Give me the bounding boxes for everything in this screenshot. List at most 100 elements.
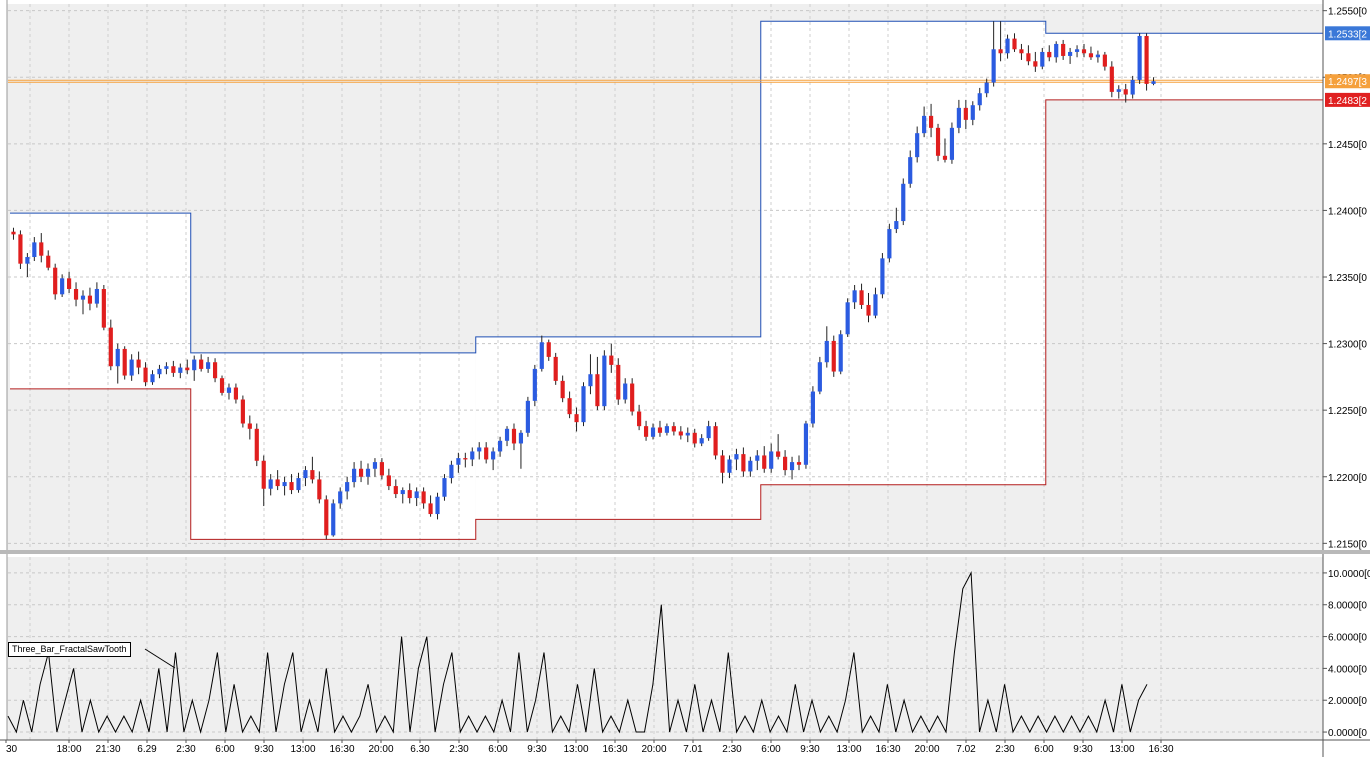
candle	[1130, 75, 1135, 99]
indicator-label: Three_Bar_FractalSawTooth	[8, 642, 131, 657]
candle-body	[1109, 66, 1114, 92]
candle	[525, 396, 530, 437]
candle	[755, 450, 760, 471]
candle	[567, 391, 572, 419]
candle	[1144, 33, 1149, 91]
candle	[1109, 61, 1114, 98]
candle	[1095, 50, 1100, 63]
candle-body	[831, 340, 836, 372]
candle-body	[296, 478, 301, 491]
candle-body	[219, 378, 225, 393]
candles	[11, 21, 1156, 540]
channel-box	[10, 213, 191, 389]
candle	[233, 383, 239, 404]
candle-body	[664, 426, 670, 433]
time-tick-label: 13:00	[563, 744, 588, 755]
candle-body	[727, 459, 732, 473]
candle	[650, 423, 656, 440]
candle	[817, 356, 822, 395]
candle-body	[115, 348, 120, 367]
candle	[852, 284, 857, 309]
candle-body	[942, 155, 948, 160]
candle	[894, 207, 899, 234]
candle-body	[894, 221, 899, 230]
candle	[484, 442, 489, 464]
candle	[942, 138, 948, 163]
candle	[963, 99, 968, 130]
candle	[129, 354, 134, 381]
candle-body	[720, 455, 725, 473]
candle-body	[53, 267, 58, 295]
time-tick-label: 9:30	[527, 744, 547, 755]
candle-body	[567, 398, 572, 415]
candle-body	[435, 496, 440, 515]
candle	[435, 492, 440, 520]
candle	[831, 335, 836, 377]
candle	[616, 358, 621, 405]
candle-body	[511, 428, 517, 444]
time-tick-label: 16:30	[1148, 744, 1173, 755]
time-tick-label: 16:30	[875, 744, 900, 755]
panel-splitter	[0, 550, 1370, 554]
candle-body	[1012, 38, 1017, 50]
candle-body	[657, 427, 663, 433]
candle	[915, 126, 920, 163]
indicator-panel-background	[7, 557, 1323, 740]
candle	[1068, 47, 1073, 64]
candle-body	[11, 231, 16, 235]
candle	[1005, 34, 1010, 59]
candle	[949, 122, 955, 164]
candle	[741, 447, 746, 477]
candle-body	[60, 278, 65, 295]
candle	[421, 487, 426, 509]
candle-body	[310, 470, 315, 480]
time-tick-label: 9:30	[1073, 744, 1093, 755]
candle	[991, 21, 996, 87]
candle	[18, 230, 23, 270]
time-tick-label: 13:00	[836, 744, 861, 755]
candle	[956, 99, 961, 134]
candle	[268, 474, 273, 496]
candle-body	[171, 366, 176, 373]
candle-body	[157, 368, 162, 375]
candle	[643, 420, 649, 441]
candle-body	[1137, 35, 1142, 80]
candle-body	[80, 295, 86, 300]
candle-body	[470, 451, 475, 460]
candle-body	[491, 451, 496, 460]
candle-body	[685, 432, 690, 436]
candle	[866, 292, 871, 323]
candle	[254, 423, 259, 467]
price-tick-label: 1.2250[0	[1328, 406, 1367, 417]
time-tick-label: 2:30	[722, 744, 742, 755]
candle-body	[1040, 51, 1045, 67]
candle	[602, 350, 607, 411]
candle-body	[226, 387, 232, 393]
candle-body	[595, 374, 600, 407]
candle-body	[873, 294, 878, 316]
candle	[984, 78, 989, 98]
candle-body	[477, 447, 482, 452]
candle-body	[741, 454, 746, 472]
candle	[1012, 33, 1017, 52]
candle	[574, 407, 579, 432]
candle	[282, 476, 287, 496]
candle-body	[240, 399, 245, 424]
candle	[664, 423, 670, 436]
candle-body	[268, 479, 273, 489]
candle	[637, 404, 642, 431]
indicator-tick-label: 0.0000[0	[1328, 728, 1367, 739]
candle-body	[206, 362, 211, 369]
channel-low-line	[10, 99, 1323, 540]
candle-body	[1047, 51, 1052, 58]
candle	[94, 282, 99, 308]
candle-body	[1068, 51, 1073, 56]
time-tick-label: 9:30	[254, 744, 274, 755]
candle-body	[150, 374, 155, 383]
candle	[53, 263, 58, 300]
candle-body	[609, 355, 614, 365]
candle-body	[456, 458, 461, 465]
candle	[970, 101, 975, 126]
candle-body	[1081, 49, 1087, 54]
